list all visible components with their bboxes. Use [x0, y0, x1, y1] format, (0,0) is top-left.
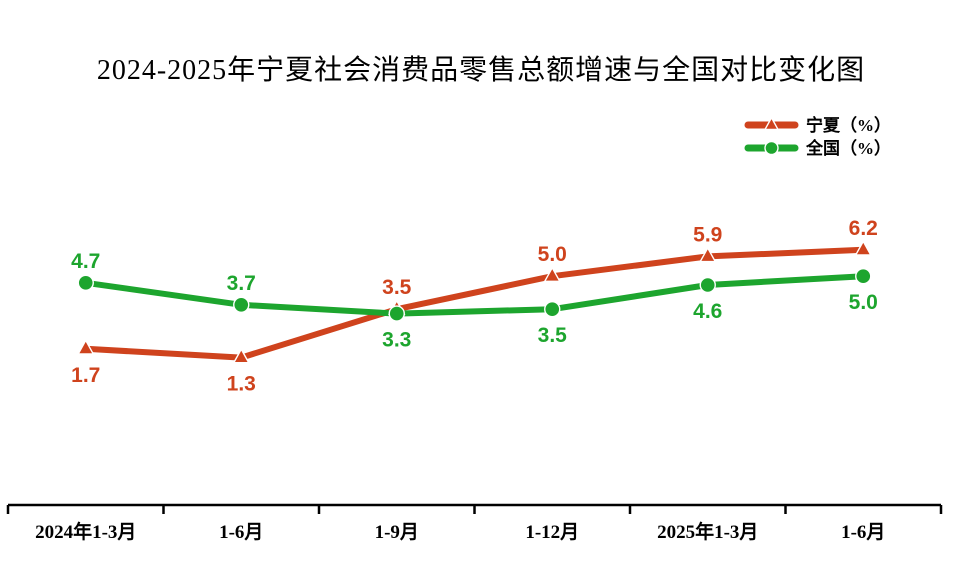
- data-label: 4.6: [693, 300, 722, 323]
- x-axis-label: 1-6月: [219, 522, 263, 543]
- triangle-marker-p5: [854, 239, 872, 256]
- triangle-marker-p3: [543, 266, 561, 283]
- x-axis-label: 1-12月: [525, 522, 579, 543]
- x-axis-label: 2024年1-3月: [35, 520, 136, 543]
- legend-item-1: 全国（%）: [744, 138, 891, 158]
- data-label: 3.5: [382, 276, 412, 299]
- triangle-marker-p0: [77, 338, 95, 355]
- circle-marker-p0: [77, 274, 94, 291]
- data-label: 1.7: [71, 364, 100, 387]
- legend-label: 全国（%）: [805, 138, 891, 158]
- circle-marker-p3: [544, 301, 561, 318]
- triangle-marker-p1: [232, 347, 250, 364]
- circle-marker-p5: [855, 268, 872, 285]
- x-axis-label: 1-9月: [375, 522, 419, 543]
- series-line-0: [82, 246, 867, 361]
- circle-marker-legend: [764, 140, 779, 156]
- data-label: 3.3: [382, 329, 411, 352]
- data-label: 5.0: [849, 291, 878, 314]
- x-axis-label: 1-6月: [841, 522, 885, 543]
- data-label: 1.3: [227, 373, 256, 396]
- data-label: 3.7: [227, 272, 256, 295]
- chart-title: 2024-2025年宁夏社会消费品零售总额增速与全国对比变化图: [96, 55, 866, 86]
- data-label: 6.2: [849, 217, 878, 240]
- triangle-marker-p4: [699, 246, 717, 263]
- legend-item-0: 宁夏（%）: [744, 115, 891, 135]
- series-line-1: [82, 273, 867, 317]
- data-label: 5.9: [693, 223, 722, 246]
- circle-marker-p1: [233, 296, 250, 313]
- circle-marker-p2: [388, 305, 405, 322]
- x-axis-label: 2025年1-3月: [657, 520, 758, 543]
- legend: 宁夏（%） 全国（%）: [744, 115, 891, 158]
- legend-label: 宁夏（%）: [806, 115, 891, 135]
- triangle-marker-legend: [763, 116, 780, 131]
- series-points-1: 4.7 3.7 3.3 3.5 4.6 5.0: [71, 250, 878, 352]
- data-label: 3.5: [538, 324, 568, 347]
- data-label: 4.7: [71, 250, 100, 273]
- series-points-0: 1.7 1.3 3.5 5.0 5.9 6.2: [71, 217, 878, 396]
- circle-marker-p4: [699, 276, 716, 294]
- data-label: 5.0: [538, 243, 567, 266]
